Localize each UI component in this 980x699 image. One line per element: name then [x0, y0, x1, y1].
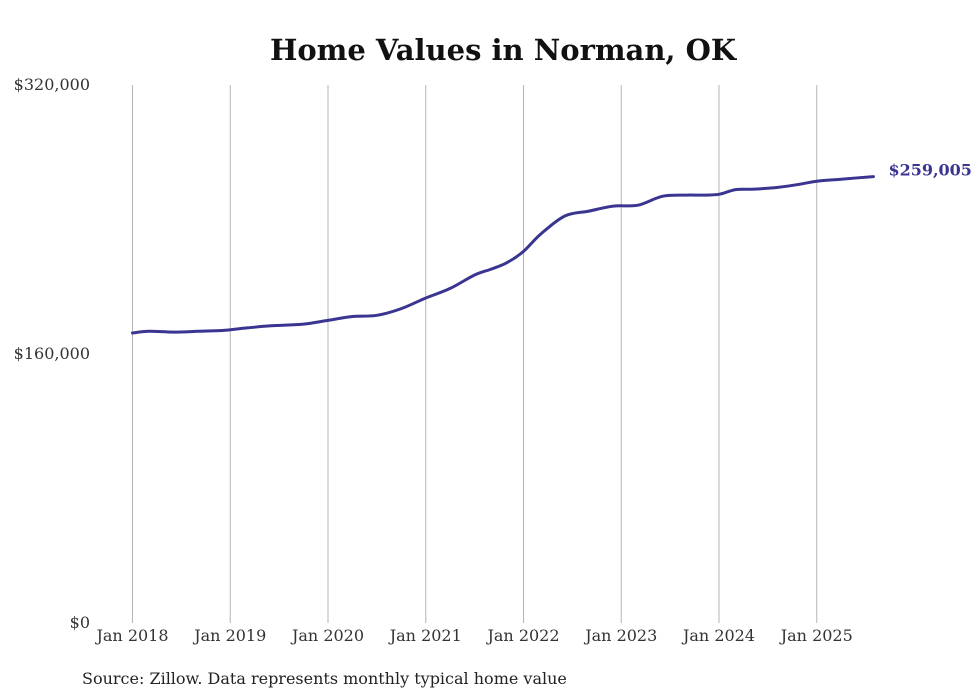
y-tick-label-160000: $160,000: [14, 344, 90, 363]
x-tick-label-2023: Jan 2023: [583, 626, 657, 645]
chart-title: Home Values in Norman, OK: [270, 33, 738, 67]
x-tick-label-2019: Jan 2019: [192, 626, 266, 645]
x-tick-label-2025: Jan 2025: [779, 626, 853, 645]
y-axis-ticks: $0 $160,000 $320,000: [14, 75, 90, 632]
x-tick-label-2021: Jan 2021: [388, 626, 462, 645]
end-value-label: $259,005: [888, 161, 972, 180]
x-tick-label-2022: Jan 2022: [485, 626, 559, 645]
y-tick-label-320000: $320,000: [14, 75, 90, 94]
x-tick-label-2018: Jan 2018: [94, 626, 168, 645]
source-note: Source: Zillow. Data represents monthly …: [82, 669, 567, 688]
y-tick-label-0: $0: [70, 613, 90, 632]
x-tick-label-2024: Jan 2024: [681, 626, 755, 645]
grid-lines: [132, 85, 818, 623]
series-line: [131, 175, 875, 335]
x-axis-ticks: Jan 2018 Jan 2019 Jan 2020 Jan 2021 Jan 2022…: [94, 626, 852, 645]
x-tick-label-2020: Jan 2020: [290, 626, 364, 645]
